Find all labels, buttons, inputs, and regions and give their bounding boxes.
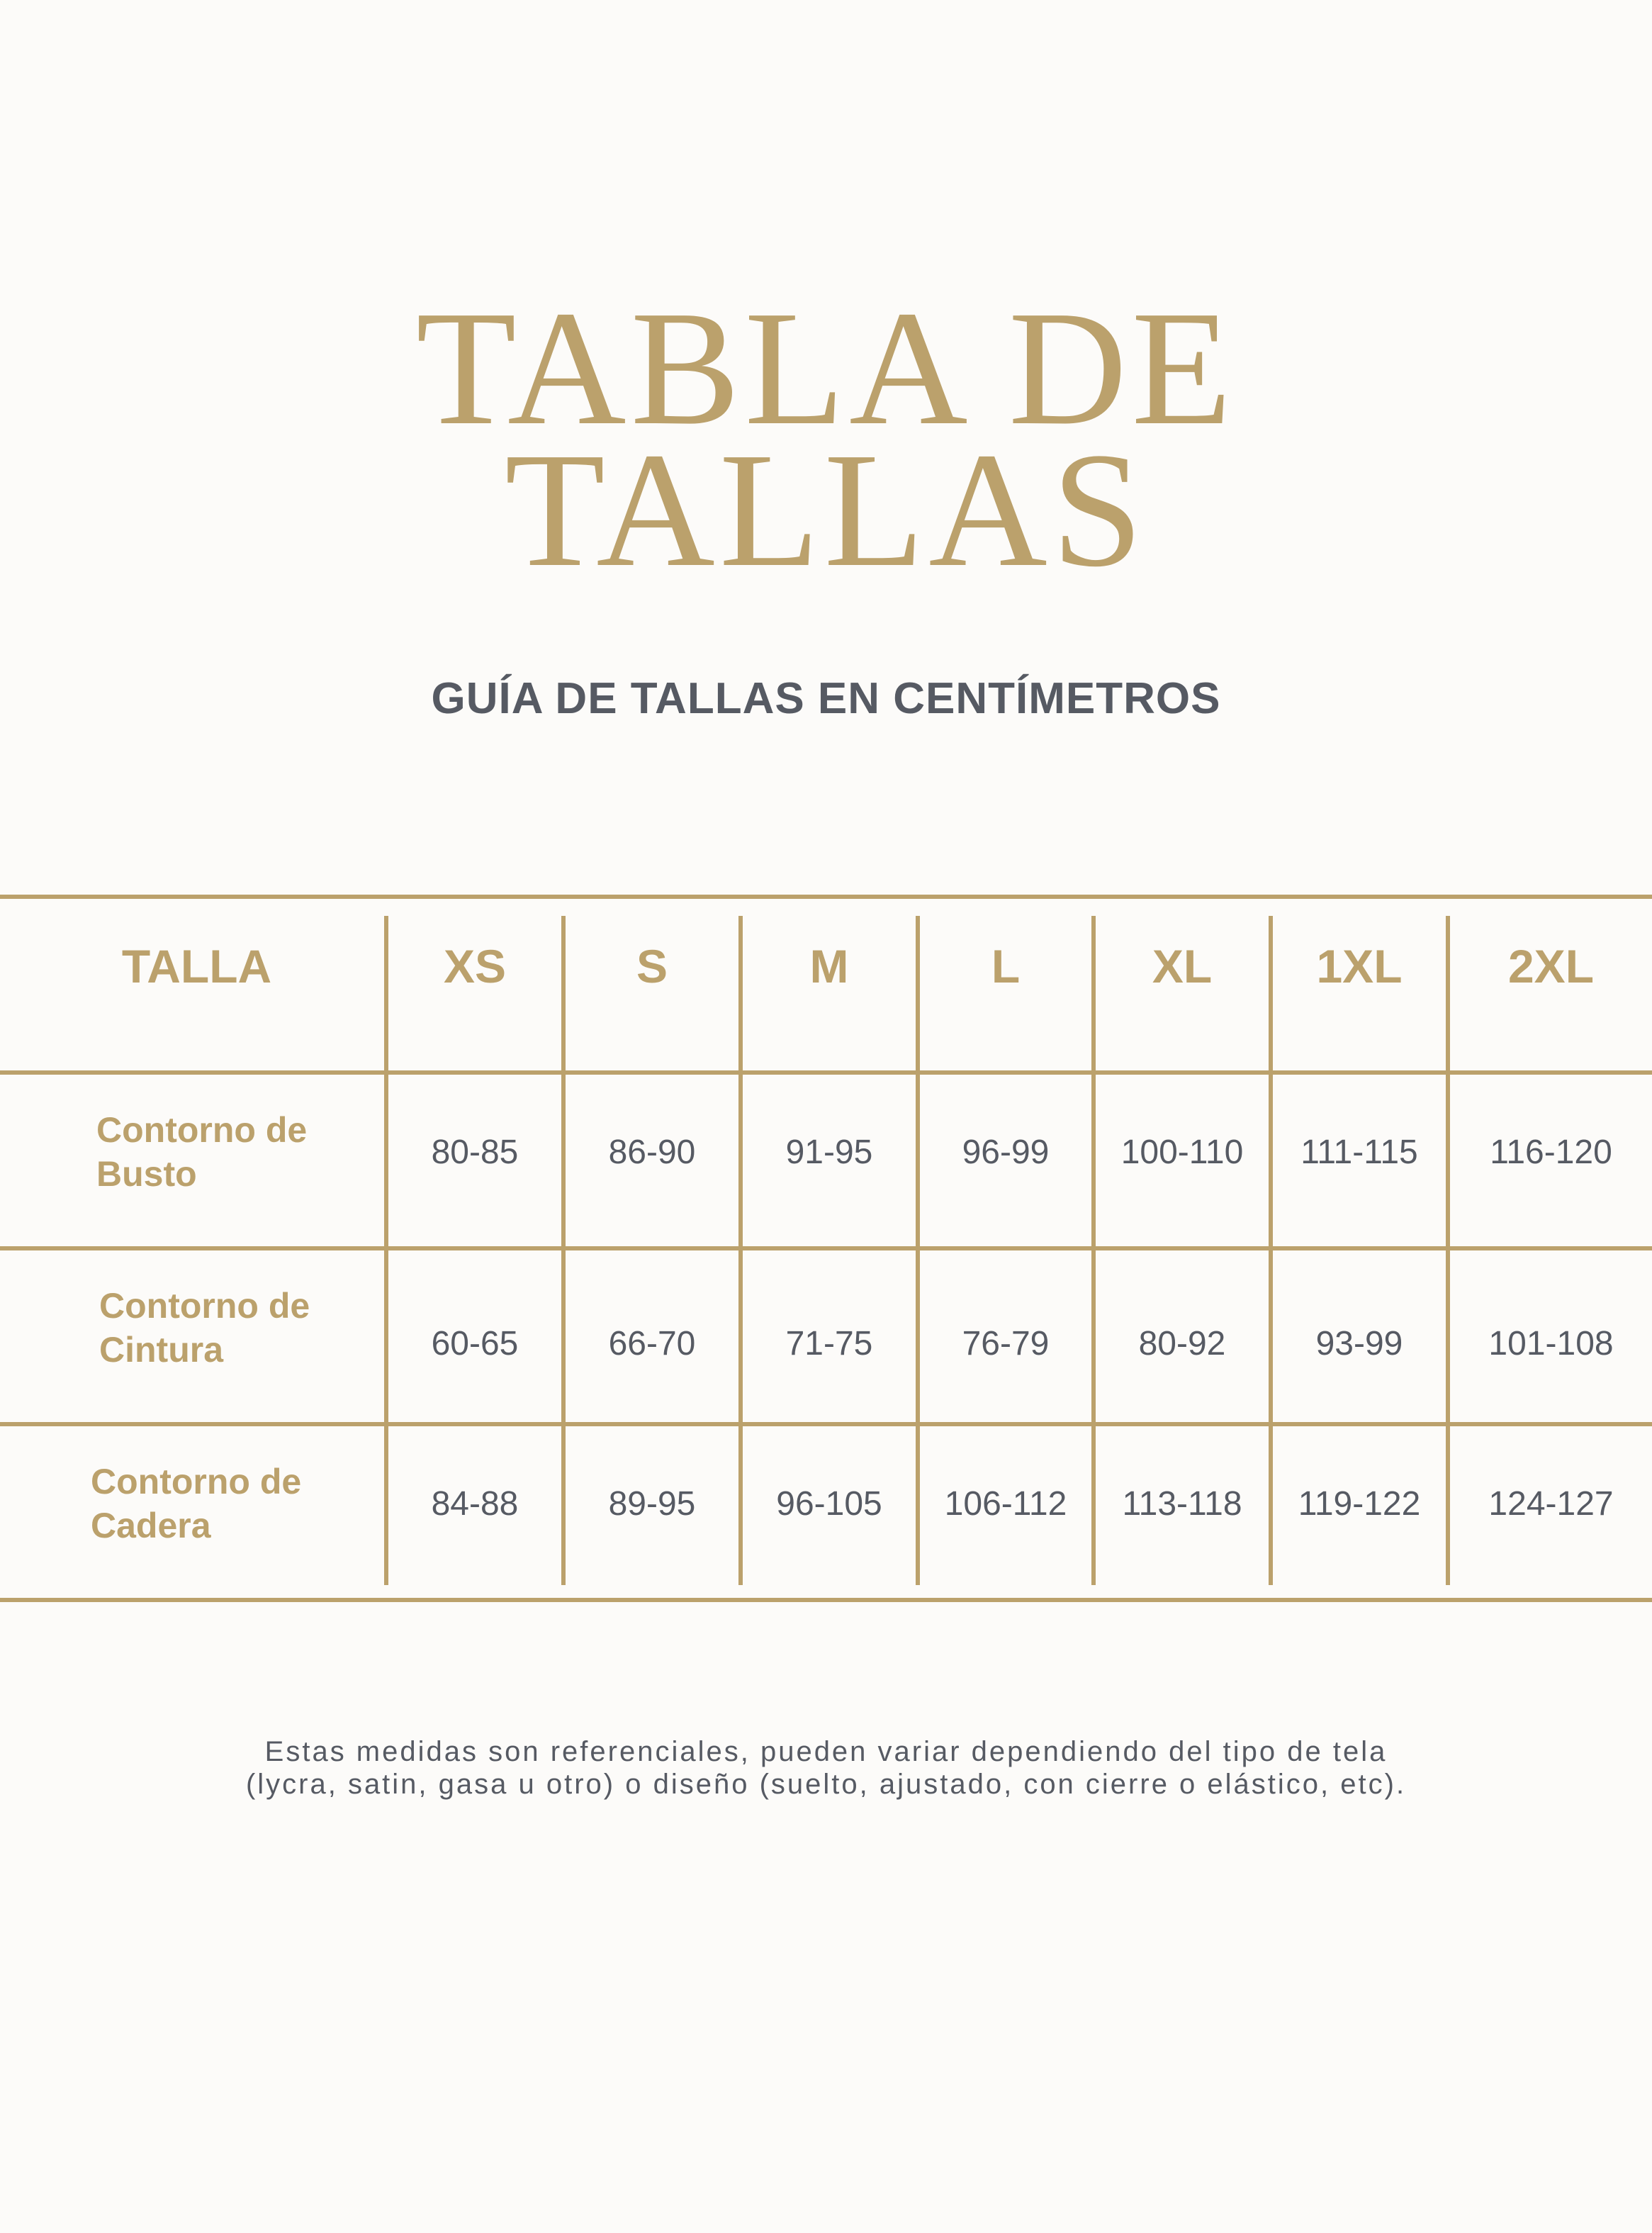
value-cell: 113-118 bbox=[1122, 1484, 1242, 1523]
disclaimer-line-2: (lycra, satin, gasa u otro) o diseño (su… bbox=[245, 1769, 1407, 1800]
header-l: L bbox=[991, 940, 1021, 992]
row-label: Contorno de Busto bbox=[96, 1066, 380, 1238]
table-rule bbox=[0, 1598, 1652, 1602]
value-cell: 91-95 bbox=[785, 1133, 873, 1171]
value-cell: 96-105 bbox=[776, 1484, 882, 1523]
value-cell: 80-85 bbox=[431, 1133, 519, 1171]
value-cell: 119-122 bbox=[1298, 1484, 1421, 1523]
value-cell: 89-95 bbox=[608, 1484, 696, 1523]
table-rule bbox=[0, 1422, 1652, 1426]
value-cell: 106-112 bbox=[944, 1484, 1067, 1523]
value-cell: 84-88 bbox=[431, 1484, 519, 1523]
header-xs: XS bbox=[443, 940, 507, 992]
column-divider bbox=[1446, 916, 1450, 1585]
column-divider bbox=[916, 916, 920, 1585]
row-label-line-1: Contorno de bbox=[91, 1462, 302, 1501]
column-divider bbox=[1091, 916, 1096, 1585]
column-divider bbox=[384, 916, 388, 1585]
subtitle: GUÍA DE TALLAS EN CENTÍMETROS bbox=[431, 674, 1221, 723]
header-s: S bbox=[636, 940, 668, 992]
disclaimer-line-1: Estas medidas son referenciales, pueden … bbox=[264, 1736, 1388, 1767]
header-xl: XL bbox=[1152, 940, 1213, 992]
column-divider bbox=[738, 916, 743, 1585]
disclaimer: Estas medidas son referenciales, pueden … bbox=[0, 1735, 1652, 1801]
value-cell: 101-108 bbox=[1488, 1324, 1614, 1362]
table-rule bbox=[0, 1246, 1652, 1250]
value-cell: 60-65 bbox=[431, 1324, 519, 1362]
value-cell: 93-99 bbox=[1315, 1324, 1403, 1362]
row-label: Contorno de Cintura bbox=[99, 1242, 383, 1414]
value-cell: 116-120 bbox=[1490, 1133, 1612, 1171]
value-cell: 86-90 bbox=[608, 1133, 696, 1171]
row-label: Contorno de Cadera bbox=[91, 1418, 374, 1589]
header-m: M bbox=[809, 940, 849, 992]
row-label-line-1: Contorno de bbox=[96, 1110, 308, 1150]
title-line-2: TALLAS bbox=[505, 419, 1147, 601]
table-rule bbox=[0, 1070, 1652, 1075]
value-cell: 124-127 bbox=[1488, 1484, 1614, 1523]
row-label-line-2: Cintura bbox=[99, 1330, 223, 1370]
value-cell: 76-79 bbox=[962, 1324, 1050, 1362]
row-label-line-2: Cadera bbox=[91, 1506, 211, 1545]
row-label-line-1: Contorno de bbox=[99, 1286, 310, 1326]
header-1xl: 1XL bbox=[1316, 940, 1403, 992]
column-divider bbox=[1269, 916, 1273, 1585]
header-2xl: 2XL bbox=[1507, 940, 1595, 992]
value-cell: 71-75 bbox=[785, 1324, 873, 1362]
value-cell: 80-92 bbox=[1138, 1324, 1226, 1362]
header-talla: TALLA bbox=[121, 940, 272, 992]
value-cell: 96-99 bbox=[962, 1133, 1050, 1171]
row-label-line-2: Busto bbox=[96, 1154, 197, 1194]
value-cell: 66-70 bbox=[608, 1324, 696, 1362]
value-cell: 111-115 bbox=[1300, 1133, 1418, 1171]
title-line-1: TABLA DE bbox=[415, 277, 1237, 459]
value-cell: 100-110 bbox=[1120, 1133, 1244, 1171]
column-divider bbox=[561, 916, 566, 1585]
table-rule bbox=[0, 895, 1652, 899]
